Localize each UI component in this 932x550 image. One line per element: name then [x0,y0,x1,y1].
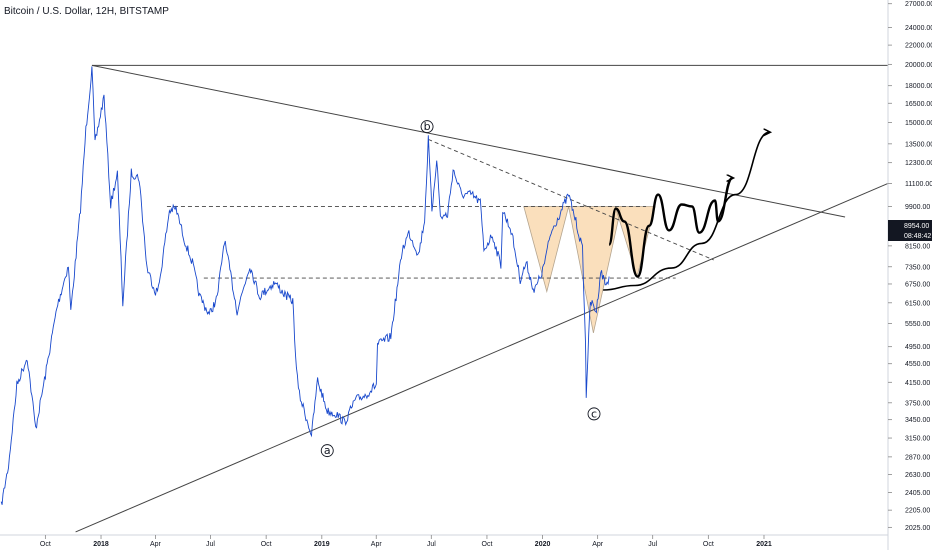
trendline-group [75,64,889,533]
y-tick-label: 8150.00 [905,243,930,250]
pattern-group [523,206,656,333]
wave-label-circle [587,407,601,421]
wave-label-a: a [324,444,331,457]
y-tick-label: 3750.00 [905,400,930,407]
y-tick-label: 6750.00 [905,281,930,288]
y-tick-label: 2405.00 [905,490,930,497]
y-tick-label: 2630.00 [905,472,930,479]
y-tick-label: 18000.00 [905,83,932,90]
y-tick-label: 2025.00 [905,525,930,532]
x-tick-label: 2018 [93,541,109,548]
x-tick-label: Jul [206,541,215,548]
x-tick-label: Oct [482,541,493,548]
projection-path[interactable] [607,178,732,278]
bar-countdown: 08:48:42 [904,233,931,240]
wave-label-circle [420,120,434,134]
wave-label-c: c [591,407,597,420]
last-price-badge-bg [888,220,932,241]
y-tick-label: 22000.00 [905,43,932,50]
y-tick-label: 27000.00 [905,1,932,8]
y-tick-label: 5550.00 [905,321,930,328]
y-tick-label: 24000.00 [905,25,932,32]
y-tick-label: 16500.00 [905,101,932,108]
chart-title: Bitcoin / U.S. Dollar, 12H, BITSTAMP [4,6,169,17]
projection-path[interactable] [603,132,769,291]
wave-label-group: a b c [320,120,601,458]
y-tick-label: 4150.00 [905,380,930,387]
series-group [0,66,610,505]
time-axis[interactable]: Oct 2018 Apr Jul Oct 2019 Apr Jul Oct 2020 Apr Jul O… [40,535,772,548]
x-tick-label: 2021 [756,541,772,548]
y-tick-label: 3150.00 [905,436,930,443]
y-tick-label: 9900.00 [905,204,930,211]
wave-label-b: b [424,120,431,133]
y-tick-label: 15000.00 [905,120,932,127]
y-tick-label: 20000.00 [905,62,932,69]
x-tick-label: Apr [592,541,604,548]
price-series-line[interactable] [0,66,610,505]
y-tick-label: 13500.00 [905,141,932,148]
x-tick-label: Oct [40,541,51,548]
projection-group [603,132,769,291]
y-tick-label: 6150.00 [905,300,930,307]
x-tick-label: Oct [261,541,272,548]
last-price-badge: 8954.00 08:48:42 [888,220,932,241]
price-axis[interactable]: 27000.00 24000.00 22000.00 20000.00 18000.00… [888,1,932,532]
y-tick-label: 3450.00 [905,417,930,424]
last-price-value: 8954.00 [904,223,929,230]
x-tick-label: 2020 [535,541,551,548]
x-tick-label: Apr [371,541,383,548]
y-tick-label: 4950.00 [905,344,930,351]
y-tick-label: 7350.00 [905,264,930,271]
x-tick-label: 2019 [314,541,330,548]
y-tick-label: 4550.00 [905,361,930,368]
x-tick-label: Apr [150,541,162,548]
wave-label-circle [320,444,334,458]
y-tick-label: 2870.00 [905,454,930,461]
x-tick-label: Oct [703,541,714,548]
y-tick-label: 2205.00 [905,508,930,515]
y-tick-label: 11100.00 [905,181,932,188]
pattern-triangle [614,206,656,279]
trendline-support[interactable] [75,182,889,533]
y-tick-label: 12300.00 [905,160,932,167]
x-tick-label: Jul [648,541,657,548]
x-tick-label: Jul [427,541,436,548]
trendline-resistance[interactable] [91,64,846,218]
